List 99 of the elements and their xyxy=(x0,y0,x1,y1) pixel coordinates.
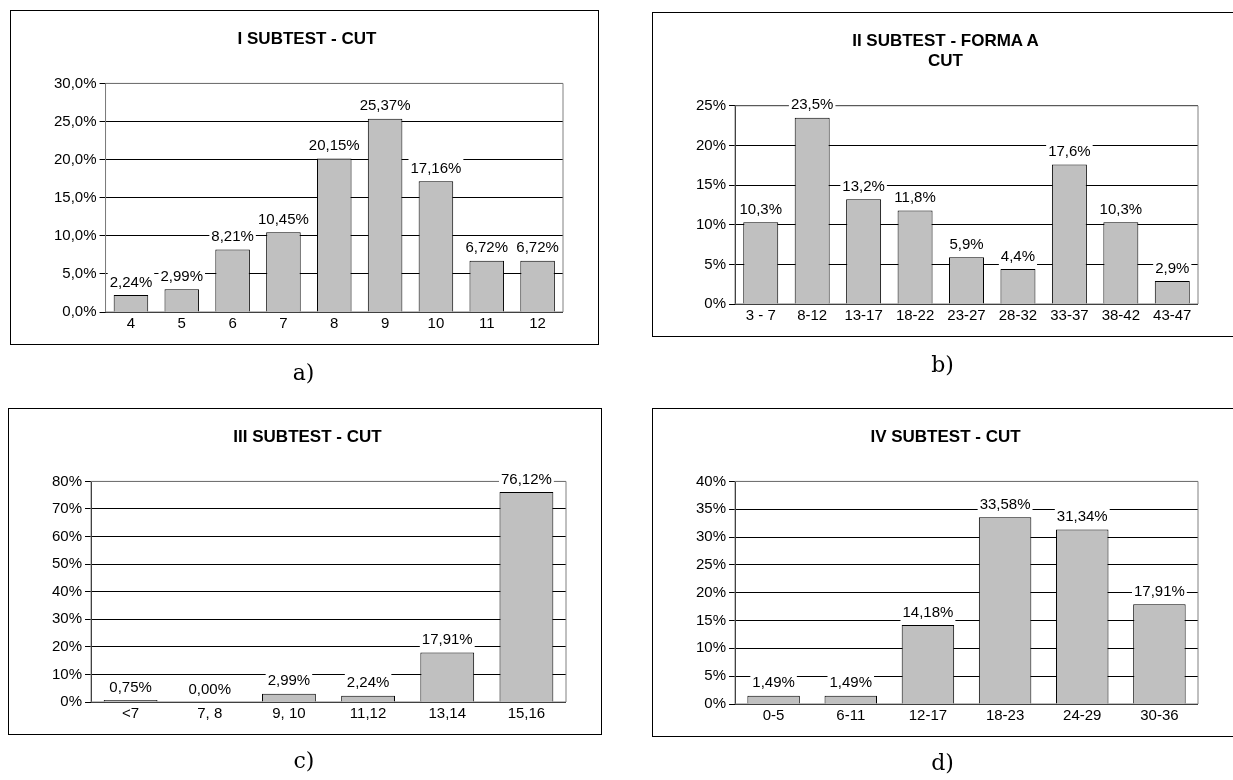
data-label: 23,5% xyxy=(790,95,834,113)
x-tick-label: 4 xyxy=(126,314,136,332)
x-tick-label: 18-22 xyxy=(895,306,935,324)
x-tick-label: 30-36 xyxy=(1140,706,1179,724)
x-tick-label: 8-12 xyxy=(797,306,828,324)
chart-title: II SUBTEST - FORMA A CUT xyxy=(852,30,1039,71)
y-tick-label: 20% xyxy=(695,135,727,153)
data-label: 5,9% xyxy=(949,234,984,252)
text: c) xyxy=(292,748,316,773)
data-label: 31,34% xyxy=(1056,507,1108,525)
data-label: 2,99% xyxy=(160,266,204,284)
data-label: 14,18% xyxy=(902,602,954,620)
data-label: 33,58% xyxy=(979,494,1031,512)
y-tick-label: 0% xyxy=(704,294,727,312)
y-tick-label: 10,0% xyxy=(53,225,97,243)
y-tick-label: 5% xyxy=(704,254,727,272)
x-tick-label: 28-32 xyxy=(998,306,1038,324)
y-tick-label: 40% xyxy=(51,581,83,599)
y-tick-label: 25% xyxy=(695,95,727,113)
x-tick-label: 11 xyxy=(478,314,495,332)
x-tick-label: 23-27 xyxy=(947,306,986,324)
x-tick-label: 3 - 7 xyxy=(745,306,776,324)
x-tick-label: 13-17 xyxy=(844,306,883,324)
x-tick-label: 5 xyxy=(177,314,186,332)
data-label: 20,15% xyxy=(308,136,360,154)
y-tick-label: 30,0% xyxy=(53,73,97,91)
data-label: 1,49% xyxy=(752,673,795,691)
data-label: 2,24% xyxy=(109,272,153,290)
x-tick-label: <7 xyxy=(122,704,140,722)
data-label: 76,12% xyxy=(500,469,552,487)
x-tick-label: 12-17 xyxy=(908,706,948,724)
y-tick-label: 15% xyxy=(695,175,727,193)
data-label: 17,6% xyxy=(1048,142,1091,160)
x-tick-label: 13,14 xyxy=(428,704,467,722)
y-tick-label: 0% xyxy=(60,692,83,710)
data-label: 17,91% xyxy=(421,630,473,648)
x-tick-label: 0-5 xyxy=(762,706,785,724)
data-label: 11,8% xyxy=(894,188,936,206)
y-tick-label: 5,0% xyxy=(62,264,97,282)
x-tick-label: 9, 10 xyxy=(272,704,306,722)
data-label: 13,2% xyxy=(842,176,885,194)
y-tick-label: 60% xyxy=(51,526,83,544)
y-tick-label: 35% xyxy=(695,499,727,517)
y-tick-label: 0,0% xyxy=(62,302,97,320)
x-tick-label: 12 xyxy=(529,314,546,332)
data-label: 8,21% xyxy=(211,227,254,245)
y-tick-label: 70% xyxy=(51,499,83,517)
x-tick-label: 9 xyxy=(380,314,390,332)
y-tick-label: 15% xyxy=(695,610,727,628)
y-tick-label: 20,0% xyxy=(53,149,97,167)
x-tick-label: 38-42 xyxy=(1101,306,1141,324)
x-tick-label: 24-29 xyxy=(1063,706,1102,724)
data-label: 10,45% xyxy=(258,210,309,228)
data-label: 10,3% xyxy=(1099,199,1143,217)
y-tick-label: 10% xyxy=(695,638,727,656)
text: b) xyxy=(930,352,955,377)
y-tick-label: 0% xyxy=(704,694,727,712)
x-tick-label: 43-47 xyxy=(1153,306,1192,324)
x-tick-label: 33-37 xyxy=(1050,306,1089,324)
x-tick-label: 7 xyxy=(279,314,288,332)
data-label: 6,72% xyxy=(516,238,559,256)
x-tick-label: 11,12 xyxy=(349,704,387,722)
data-label: 17,91% xyxy=(1133,581,1185,599)
chart-title: III SUBTEST - CUT xyxy=(233,426,383,446)
x-tick-label: 6-11 xyxy=(836,706,866,724)
y-tick-label: 20% xyxy=(51,636,83,654)
y-tick-label: 10% xyxy=(695,214,727,232)
y-tick-label: 15,0% xyxy=(53,187,97,205)
x-tick-label: 18-23 xyxy=(985,706,1025,724)
x-tick-label: 15,16 xyxy=(507,704,546,722)
x-tick-label: 8 xyxy=(330,314,339,332)
y-tick-label: 5% xyxy=(704,666,727,684)
y-tick-label: 80% xyxy=(51,471,83,489)
y-tick-label: 30% xyxy=(51,609,83,627)
y-tick-label: 20% xyxy=(695,582,727,600)
data-label: 0,75% xyxy=(109,677,152,695)
data-label: 2,24% xyxy=(346,673,390,691)
text: d) xyxy=(930,750,955,775)
data-label: 2,9% xyxy=(1155,258,1190,276)
y-tick-label: 10% xyxy=(51,664,83,682)
x-tick-label: 10 xyxy=(427,314,445,332)
y-tick-label: 25% xyxy=(695,555,727,573)
data-label: 10,3% xyxy=(739,199,783,217)
data-label: 2,99% xyxy=(267,671,311,689)
data-label: 25,37% xyxy=(359,96,411,114)
y-tick-label: 40% xyxy=(695,471,727,489)
data-label: 0,00% xyxy=(188,679,232,697)
y-tick-label: 30% xyxy=(695,527,727,545)
data-label: 17,16% xyxy=(410,158,462,176)
chart-title: I SUBTEST - CUT xyxy=(237,28,378,48)
x-tick-label: 6 xyxy=(228,314,237,332)
y-tick-label: 50% xyxy=(51,554,83,572)
data-label: 1,49% xyxy=(829,673,873,691)
y-tick-label: 25,0% xyxy=(53,111,97,129)
data-label: 4,4% xyxy=(1000,246,1036,264)
x-tick-label: 7, 8 xyxy=(197,704,223,722)
chart-title: IV SUBTEST - CUT xyxy=(870,426,1022,446)
data-label: 6,72% xyxy=(465,238,509,256)
text: a) xyxy=(291,360,316,385)
